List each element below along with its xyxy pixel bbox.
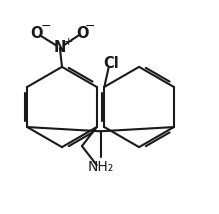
Text: N: N (54, 40, 66, 55)
Text: Cl: Cl (103, 56, 118, 71)
Text: NH₂: NH₂ (87, 160, 114, 174)
Text: O: O (76, 25, 88, 41)
Text: O: O (30, 25, 43, 41)
Text: +: + (64, 37, 73, 46)
Text: −: − (85, 20, 95, 33)
Text: −: − (41, 20, 51, 33)
